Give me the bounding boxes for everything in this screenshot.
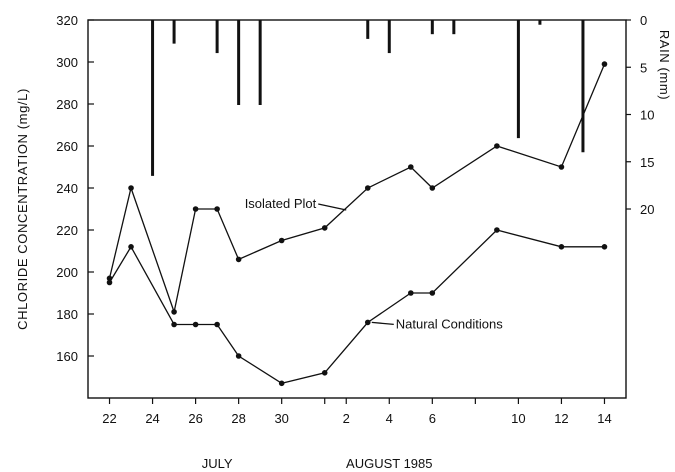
x-tick-label: 2	[343, 411, 350, 426]
x-tick-label: 26	[188, 411, 202, 426]
x-tick-label: 12	[554, 411, 568, 426]
y-tick-label: 180	[56, 307, 78, 322]
data-point	[171, 309, 177, 315]
data-point	[321, 225, 328, 231]
data-point	[128, 185, 134, 191]
y-tick-label: 260	[56, 139, 78, 154]
isolated-plot-line	[108, 63, 606, 315]
data-point	[364, 185, 371, 191]
rain-tick-label: 5	[640, 60, 647, 75]
data-point	[364, 319, 371, 326]
natural-conditions-line	[108, 229, 605, 384]
data-point	[429, 185, 436, 191]
data-point	[171, 321, 177, 328]
data-point	[192, 321, 199, 328]
isolated-plot-annotation: Isolated Plot	[245, 196, 317, 211]
data-point	[192, 206, 199, 212]
x-tick-label: 6	[429, 411, 436, 426]
y-axis-title: CHLORIDE CONCENTRATION (mg/L)	[15, 88, 30, 330]
data-point	[106, 279, 113, 286]
data-point	[558, 244, 565, 250]
data-point	[429, 290, 436, 296]
data-point	[408, 290, 414, 296]
rain-tick-label: 15	[640, 155, 654, 170]
data-point	[235, 256, 242, 263]
rain-bars	[151, 20, 585, 176]
x-tick-label: 30	[274, 411, 288, 426]
y-tick-label: 200	[56, 265, 78, 280]
rain-tick-label: 10	[640, 108, 654, 123]
data-point	[214, 206, 220, 212]
natural-conditions-leader-line	[371, 321, 394, 326]
month-label: JULY	[202, 456, 233, 471]
natural-conditions-annotation: Natural Conditions	[396, 316, 503, 331]
y-tick-label: 220	[56, 223, 78, 238]
x-tick-label: 22	[102, 411, 116, 426]
month-label: AUGUST 1985	[346, 456, 432, 471]
x-tick-label: 28	[231, 411, 245, 426]
rain-tick-label: 0	[640, 13, 647, 28]
data-point	[128, 244, 134, 250]
y-tick-label: 320	[56, 13, 78, 28]
x-tick-label: 10	[511, 411, 525, 426]
x-tick-label: 14	[597, 411, 611, 426]
data-point	[601, 244, 608, 250]
x-tick-label: 4	[386, 411, 393, 426]
data-point	[494, 227, 500, 233]
data-point	[601, 61, 608, 67]
plot-frame	[87, 19, 627, 399]
y-tick-label: 240	[56, 181, 78, 196]
rain-axis-title: RAIN (mm)	[657, 30, 672, 100]
data-point	[408, 164, 414, 170]
data-point	[558, 164, 565, 170]
data-point	[214, 321, 220, 328]
data-series	[106, 61, 608, 387]
data-point	[321, 370, 328, 376]
y-tick-label: 280	[56, 97, 78, 112]
data-point	[235, 353, 242, 359]
isolated-plot-leader-line	[318, 203, 347, 211]
data-point	[278, 380, 285, 387]
rain-tick-label: 20	[640, 202, 654, 217]
x-tick-label: 24	[145, 411, 159, 426]
y-tick-label: 160	[56, 349, 78, 364]
y-tick-label: 300	[56, 55, 78, 70]
data-point	[278, 237, 285, 244]
data-point	[494, 143, 500, 149]
